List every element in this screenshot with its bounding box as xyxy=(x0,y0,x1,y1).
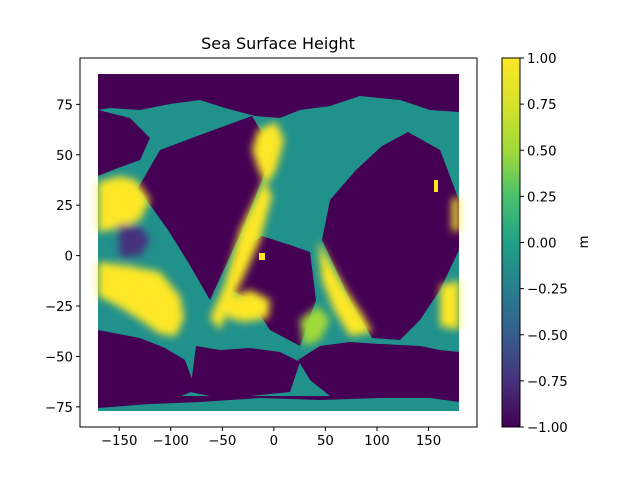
x-tick-label: −150 xyxy=(101,434,138,449)
y-axis: 75 50 25 0 −25 −50 −75 xyxy=(45,98,80,416)
high-spot xyxy=(259,253,265,260)
colorbar xyxy=(501,57,521,428)
heatmap-field xyxy=(98,74,459,411)
colorbar-tick-label: 0.75 xyxy=(527,98,557,113)
y-tick-label: 0 xyxy=(65,250,73,265)
antarctic-coast xyxy=(98,398,459,411)
plot-area-frame xyxy=(79,57,478,428)
x-tick-label: 50 xyxy=(317,434,334,449)
colorbar-tick-label: 1.00 xyxy=(527,52,557,67)
y-tick-label: 25 xyxy=(56,199,73,214)
chart-title: Sea Surface Height xyxy=(201,34,355,53)
high-spot xyxy=(434,180,438,192)
x-tick-label: 100 xyxy=(364,434,389,449)
low-value-regions xyxy=(98,74,459,411)
high-value-regions xyxy=(98,122,459,346)
x-tick-label: −100 xyxy=(152,434,189,449)
y-tick-label: 75 xyxy=(56,98,73,113)
y-tick-label: −50 xyxy=(45,350,73,365)
colorbar-tick-label: −0.75 xyxy=(527,375,568,390)
colorbar-tick-label: 0.25 xyxy=(527,190,557,205)
x-axis: −150 −100 −50 0 50 100 150 xyxy=(101,427,441,449)
y-tick-label: 50 xyxy=(56,149,73,164)
colorbar-tick-label: −1.00 xyxy=(527,421,568,436)
x-tick-label: −50 xyxy=(208,434,236,449)
x-tick-label: 150 xyxy=(416,434,441,449)
y-tick-label: −75 xyxy=(45,401,73,416)
colorbar-tick-label: 0.00 xyxy=(527,237,557,252)
colorbar-tick-label: −0.50 xyxy=(527,329,568,344)
colorbar-axis: 1.00 0.75 0.50 0.25 0.00 −0.25 −0.50 −0.75 −1.00 xyxy=(520,52,568,436)
colorbar-label: m xyxy=(577,236,592,249)
colorbar-tick-label: −0.25 xyxy=(527,283,568,298)
x-tick-label: 0 xyxy=(270,434,278,449)
colorbar-tick-label: 0.50 xyxy=(527,144,557,159)
y-tick-label: −25 xyxy=(45,300,73,315)
